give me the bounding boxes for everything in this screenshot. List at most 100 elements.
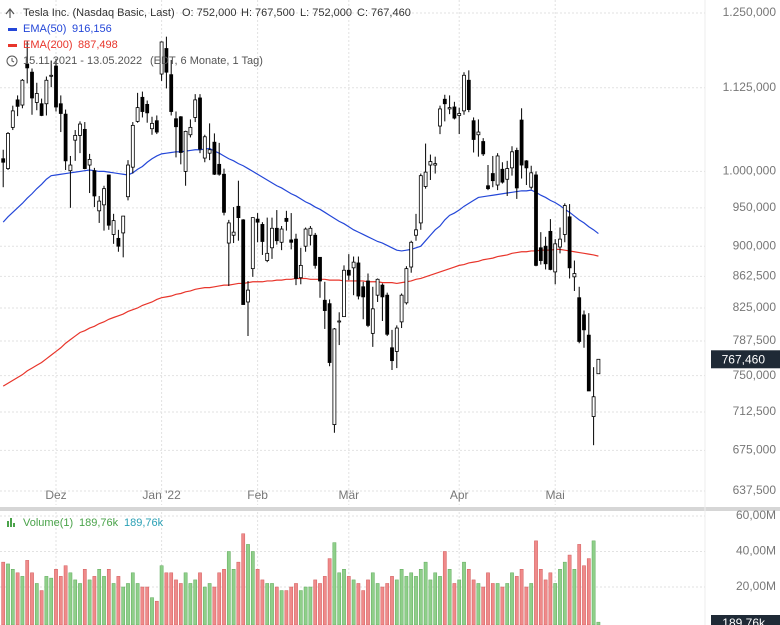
candle-body [361, 286, 366, 298]
volume-tag [711, 615, 780, 625]
volume-bar [375, 583, 380, 625]
volume-bar [246, 544, 250, 625]
candle-body [250, 217, 255, 270]
volume-bar [577, 544, 582, 625]
volume-bar [582, 565, 586, 625]
volume-bar [332, 542, 337, 625]
x-tick-label: Mai [546, 488, 565, 502]
candle-body [298, 264, 303, 279]
volume-bar [270, 583, 274, 625]
volume-bar [524, 586, 529, 625]
volume-bar [346, 576, 351, 625]
candle-body [510, 151, 514, 169]
candle-body [457, 113, 462, 116]
candle-body [20, 79, 25, 106]
volume-bar [68, 572, 73, 625]
volume-value: 189,76k [79, 517, 119, 529]
candle-body [596, 358, 601, 375]
candle-body [481, 141, 486, 155]
volume-bar [106, 569, 111, 625]
candle-body [567, 216, 572, 269]
y-tick-label: 675,000 [733, 443, 777, 457]
volume-bar [207, 583, 212, 625]
candle-body [121, 215, 126, 234]
volume-bar [418, 569, 423, 625]
candle-body [183, 130, 188, 172]
candle-body [385, 294, 390, 335]
candle-body [73, 135, 78, 141]
volume-bar [313, 579, 318, 625]
candle-body [188, 126, 193, 136]
candle-body [442, 98, 447, 105]
candle-body [447, 107, 452, 110]
volume-bar [30, 572, 34, 625]
candle-body [97, 200, 102, 212]
volume-bar [399, 569, 404, 625]
candle-body [135, 107, 140, 122]
chart-title: Tesla Inc. (Nasdaq Basic, Last) [23, 7, 175, 19]
volume-bar [169, 572, 174, 625]
candle-body [486, 185, 490, 190]
candle-body [524, 160, 529, 169]
volume-bar [20, 576, 25, 625]
volume-bar [58, 576, 63, 625]
candle-body [145, 103, 150, 114]
volume-bar [183, 572, 188, 625]
candle-body [577, 297, 582, 342]
volume-bar [500, 586, 505, 625]
candle-body [390, 347, 394, 362]
candle-body [322, 299, 327, 311]
volume-bar [34, 583, 39, 625]
volume-bar [145, 586, 150, 625]
volume-bar [490, 583, 495, 625]
volume-bar [44, 576, 49, 625]
volume-bar [178, 583, 183, 625]
volume-bar [298, 590, 303, 625]
volume-bar [404, 576, 409, 625]
volume-label: Volume(1) [23, 517, 73, 529]
candle-body [529, 172, 534, 188]
candle-body [106, 174, 111, 226]
y-tick-label: 750,000 [733, 368, 777, 382]
candle-body [327, 303, 332, 363]
candle-body [562, 205, 567, 235]
candle-body [25, 63, 30, 69]
volume-bar [54, 569, 58, 625]
candle-body [462, 74, 466, 112]
volume-bar [15, 572, 20, 625]
volume-bar [591, 540, 596, 625]
y-tick-label: 637,500 [733, 483, 777, 497]
volume-bar [289, 586, 294, 625]
volume-bar [250, 551, 255, 625]
candle-body [514, 150, 519, 189]
candle-body [39, 103, 44, 116]
candle-body [236, 205, 241, 219]
volume-bar [562, 561, 567, 625]
volume-bar [308, 586, 313, 625]
volume-bar [130, 572, 135, 625]
candle-body [140, 96, 145, 112]
candle-body [553, 243, 558, 273]
candle-body [260, 224, 265, 242]
candle-body [78, 123, 82, 136]
volume-bar [514, 576, 519, 625]
volume-bar [303, 586, 308, 625]
candle-body [126, 164, 130, 198]
candle-body [68, 164, 73, 172]
volume-bar [428, 579, 433, 625]
volume-bar [433, 572, 438, 625]
ema-line [2, 147, 599, 252]
volume-bar [231, 569, 236, 625]
candle-body [49, 74, 54, 77]
volume-bar [6, 563, 10, 625]
volume-bar [236, 561, 241, 625]
candle-body [102, 188, 106, 206]
volume-bar [327, 558, 332, 625]
volume-bar [471, 579, 476, 625]
candle-body [30, 71, 34, 99]
legend-value: 916,156 [72, 23, 112, 35]
candle-body [92, 170, 97, 197]
candle-body [409, 241, 414, 268]
candle-body [303, 228, 308, 247]
